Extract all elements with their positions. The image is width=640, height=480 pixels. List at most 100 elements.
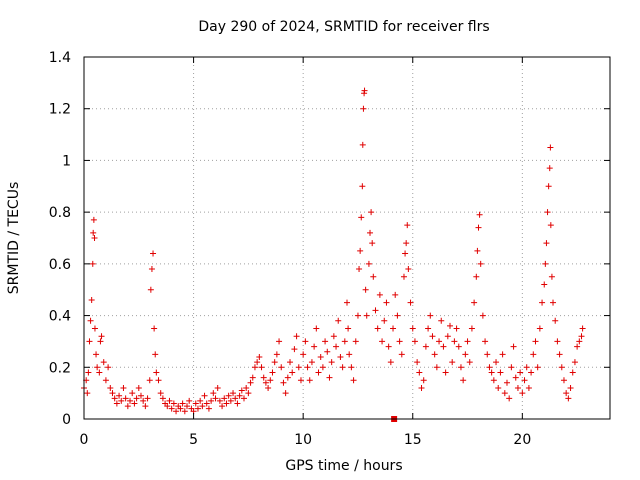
data-point (243, 384, 250, 391)
data-point (267, 377, 274, 384)
y-tick-label: 1 (62, 153, 71, 169)
data-point (436, 338, 443, 345)
data-point (322, 338, 329, 345)
data-point (276, 338, 283, 345)
data-point (425, 325, 432, 332)
data-point (214, 384, 221, 391)
data-point (464, 338, 471, 345)
data-point (369, 240, 376, 247)
data-point (542, 260, 549, 267)
data-point (225, 392, 232, 399)
data-point (510, 343, 517, 350)
data-point (475, 224, 482, 231)
data-point (216, 397, 223, 404)
chart-title: Day 290 of 2024, SRMTID for receiver flr… (198, 19, 489, 35)
data-point (447, 322, 454, 329)
data-point (84, 390, 91, 397)
data-point (262, 379, 269, 386)
data-point (251, 364, 258, 371)
data-point (501, 390, 508, 397)
data-point (499, 351, 506, 358)
data-point (302, 338, 309, 345)
data-point (387, 359, 394, 366)
data-point (131, 400, 138, 407)
y-tick-label: 1.2 (49, 102, 71, 118)
data-point (152, 351, 159, 358)
data-point (107, 384, 114, 391)
data-point (363, 312, 370, 319)
data-point (326, 374, 333, 381)
x-tick-label: 20 (513, 432, 531, 448)
data-points (81, 87, 586, 415)
data-point (468, 325, 475, 332)
data-point (98, 333, 105, 340)
data-point (476, 211, 483, 218)
data-point (96, 369, 103, 376)
data-point (105, 364, 112, 371)
data-point (550, 299, 557, 306)
data-point (396, 338, 403, 345)
data-point (352, 338, 359, 345)
data-point (495, 384, 502, 391)
data-point (179, 400, 186, 407)
data-point (157, 390, 164, 397)
data-point (319, 364, 326, 371)
data-point (341, 338, 348, 345)
data-point (297, 377, 304, 384)
data-point (390, 325, 397, 332)
data-point (361, 87, 368, 94)
data-point (567, 384, 574, 391)
plot-frame (83, 56, 611, 420)
data-point (155, 377, 162, 384)
data-point (493, 359, 500, 366)
data-point (201, 392, 208, 399)
data-point (151, 325, 158, 332)
data-point (574, 343, 581, 350)
data-point (420, 377, 427, 384)
data-point (444, 333, 451, 340)
data-point (409, 325, 416, 332)
data-point (490, 377, 497, 384)
data-point (249, 374, 256, 381)
grid-lines (84, 57, 610, 419)
data-point (181, 408, 188, 415)
data-point (418, 384, 425, 391)
data-point (543, 240, 550, 247)
y-axis-label: SRMTID / TECUs (6, 182, 22, 295)
data-point (227, 397, 234, 404)
data-point (140, 397, 147, 404)
data-point (392, 291, 399, 298)
x-tick-label: 0 (80, 432, 89, 448)
data-point (212, 395, 219, 402)
data-point (462, 351, 469, 358)
data-point (374, 325, 381, 332)
data-point (422, 343, 429, 350)
y-tick-label: 0 (62, 412, 71, 428)
data-point (90, 229, 97, 236)
data-point (330, 333, 337, 340)
data-point (87, 317, 94, 324)
data-point (254, 359, 261, 366)
data-point (256, 353, 263, 360)
data-point (519, 390, 526, 397)
data-point (398, 351, 405, 358)
data-point (137, 392, 144, 399)
data-point (111, 395, 118, 402)
data-point (449, 359, 456, 366)
data-point (541, 281, 548, 288)
data-point (563, 390, 570, 397)
data-point (208, 397, 215, 404)
data-point (512, 374, 519, 381)
data-point (197, 397, 204, 404)
x-tick-label: 5 (189, 432, 198, 448)
data-point (368, 209, 375, 216)
data-point (370, 273, 377, 280)
data-point (576, 338, 583, 345)
data-point (339, 364, 346, 371)
data-point (427, 312, 434, 319)
data-point (135, 384, 142, 391)
data-point (360, 105, 367, 112)
data-point (358, 214, 365, 221)
data-point (514, 384, 521, 391)
